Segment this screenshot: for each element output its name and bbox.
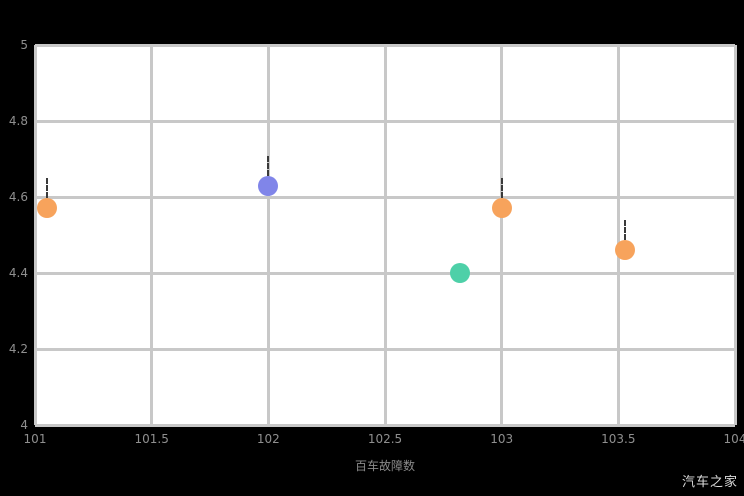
scatter-point[interactable] bbox=[491, 198, 512, 219]
y-tick-label: 5 bbox=[20, 38, 28, 52]
vertical-gridline bbox=[616, 45, 620, 425]
x-axis-title: 百车故障数 bbox=[354, 459, 415, 473]
scatter-point[interactable] bbox=[258, 175, 279, 196]
x-tick-label: 101.5 bbox=[134, 432, 169, 446]
annotation-marker bbox=[45, 178, 48, 199]
watermark: 汽车之家 bbox=[681, 475, 738, 490]
vertical-gridline bbox=[150, 45, 154, 425]
x-tick-label: 104 bbox=[723, 432, 744, 446]
horizontal-gridline bbox=[35, 347, 735, 351]
vertical-gridline bbox=[383, 45, 387, 425]
x-tick-label: 102.5 bbox=[367, 432, 403, 446]
vertical-gridline bbox=[500, 45, 504, 425]
y-tick-label: 4.6 bbox=[8, 190, 28, 204]
scatter-point[interactable] bbox=[36, 198, 57, 219]
vertical-gridline bbox=[33, 45, 37, 425]
horizontal-gridline bbox=[35, 43, 735, 47]
y-tick-label: 4.8 bbox=[8, 114, 28, 128]
vertical-gridline bbox=[733, 45, 737, 425]
y-tick-label: 4.2 bbox=[8, 342, 28, 356]
y-tick-label: 4.4 bbox=[8, 266, 28, 280]
x-tick-label: 102 bbox=[256, 432, 280, 446]
x-tick-label: 103.5 bbox=[601, 432, 636, 446]
scatter-point[interactable] bbox=[615, 240, 636, 261]
plot-area bbox=[33, 43, 737, 427]
annotation-marker bbox=[500, 178, 503, 199]
vertical-gridline bbox=[266, 45, 270, 425]
annotation-marker bbox=[624, 220, 627, 241]
annotation-marker bbox=[267, 155, 270, 176]
y-tick-label: 4 bbox=[20, 418, 28, 432]
horizontal-gridline bbox=[35, 271, 735, 275]
x-tick-label: 101 bbox=[23, 432, 47, 446]
horizontal-gridline bbox=[35, 423, 735, 427]
scatter-point[interactable] bbox=[449, 263, 470, 283]
horizontal-gridline bbox=[35, 195, 735, 199]
horizontal-gridline bbox=[35, 119, 735, 123]
x-tick-label: 103 bbox=[490, 432, 514, 446]
